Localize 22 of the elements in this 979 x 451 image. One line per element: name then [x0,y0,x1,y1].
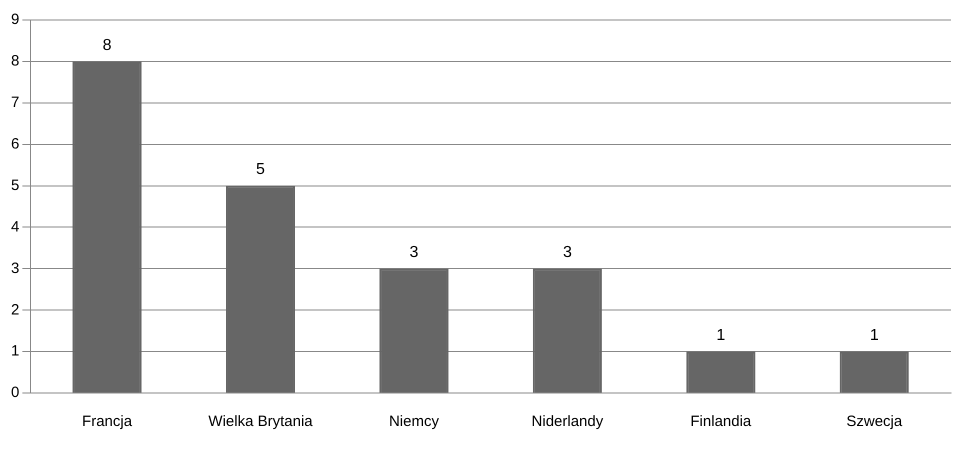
y-tick-label: 4 [11,218,20,236]
y-tick-label: 8 [11,52,20,70]
data-label: 5 [256,161,266,178]
data-label: 1 [716,326,726,344]
x-tick-label: Niemcy [388,413,440,430]
x-tick-label: Niderlandy [532,413,604,430]
y-tick-label: 7 [11,94,20,112]
y-tick-label: 5 [11,176,20,194]
data-label: 8 [102,36,112,54]
x-tick-label: Wielka Brytania [208,413,314,430]
data-label: 1 [870,326,879,344]
x-tick-label: Finlandia [690,413,752,430]
y-tick-label: 6 [11,135,20,152]
y-tick-label: 1 [11,342,20,360]
y-tick-label: 9 [11,11,20,28]
x-tick-label: Francja [82,413,133,430]
data-label: 3 [409,244,418,262]
y-tick-label: 0 [11,384,20,402]
y-tick-label: 3 [11,260,20,277]
x-tick-label: Szwecja [846,413,903,430]
y-tick-label: 2 [11,301,20,318]
data-label: 3 [562,244,572,262]
